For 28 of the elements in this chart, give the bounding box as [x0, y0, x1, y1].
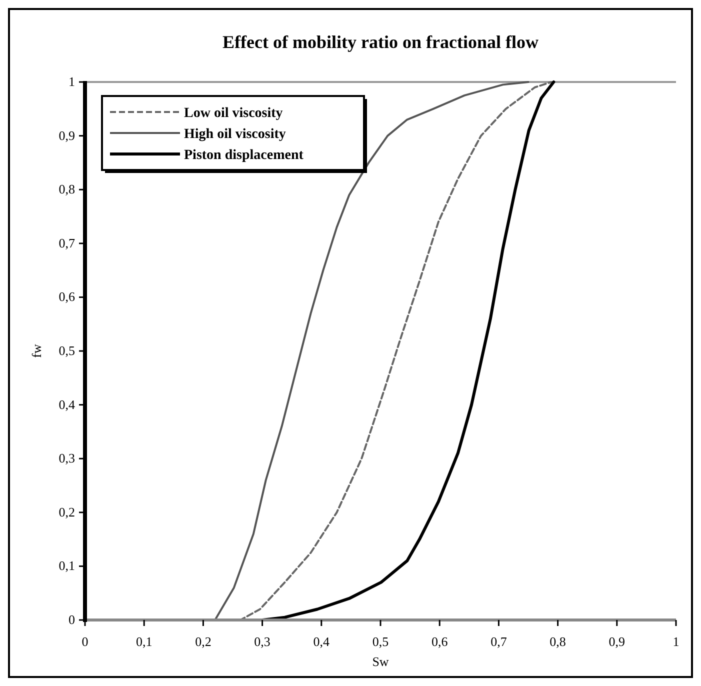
x-tick-label: 0,3	[254, 634, 270, 649]
legend-label: Piston displacement	[184, 148, 304, 163]
x-tick-label: 1	[672, 634, 680, 649]
x-tick-label: 0,4	[313, 634, 330, 649]
x-tick-label: 0,7	[490, 634, 508, 649]
y-tick-label: 0,4	[58, 396, 76, 412]
y-tick-label: 0,7	[58, 235, 76, 250]
x-tick-label: 0	[82, 634, 88, 649]
legend-label: High oil viscosity	[184, 127, 286, 142]
y-tick-label: 0	[68, 612, 75, 627]
x-axis-title: Sw	[372, 654, 390, 669]
x-tick-label: 0,1	[136, 634, 152, 649]
chart-title: Effect of mobility ratio on fractional flow	[222, 32, 538, 52]
x-tick-label: 0,9	[608, 634, 626, 649]
x-tick-label: 0,8	[550, 634, 566, 649]
y-axis-title: fw	[29, 344, 44, 358]
y-tick-label: 0,8	[58, 182, 75, 197]
legend-label: Low oil viscosity	[184, 106, 283, 121]
y-tick-label: 0,1	[58, 558, 75, 574]
y-tick-label: 0,2	[58, 504, 75, 520]
x-tick-label: 0,6	[431, 634, 448, 649]
y-tick-label: 0,9	[58, 128, 75, 143]
y-tick-label: 0,6	[58, 289, 76, 304]
y-tick-label: 0,3	[58, 450, 75, 466]
y-tick-label: 1	[68, 74, 75, 89]
y-tick-label: 0,5	[58, 343, 75, 358]
x-tick-label: 0,2	[195, 634, 212, 649]
x-tick-label: 0,5	[372, 634, 389, 649]
